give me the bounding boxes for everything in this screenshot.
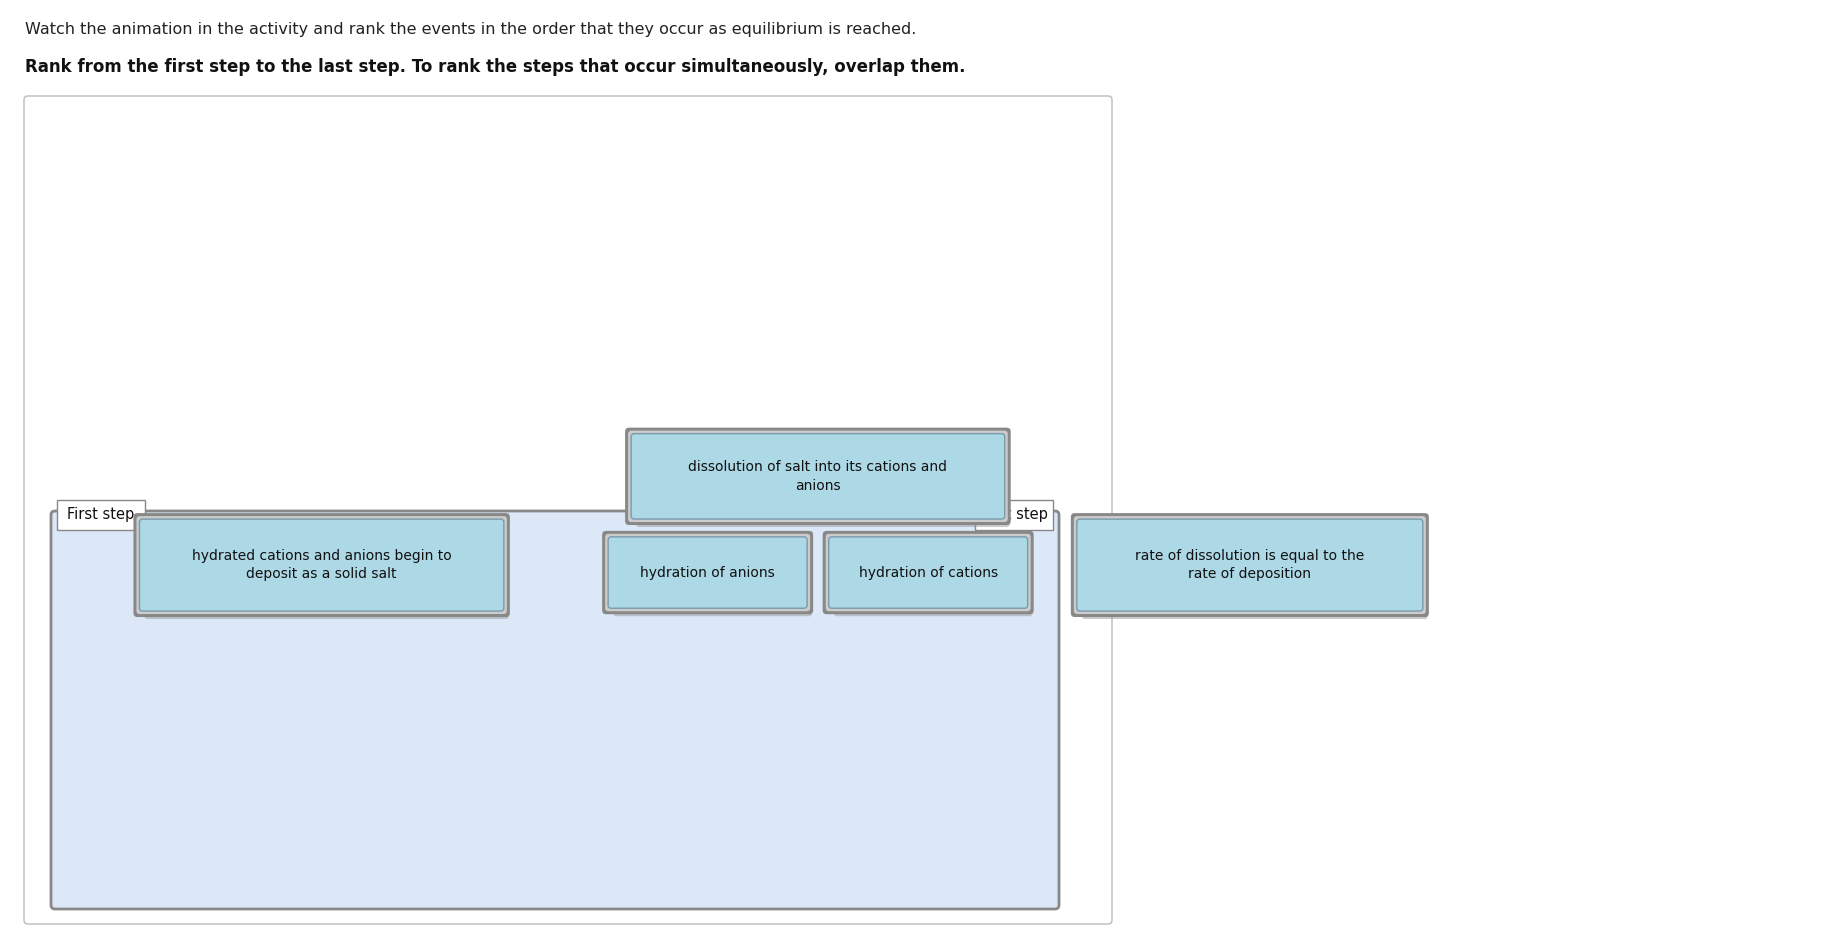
- Text: Watch the animation in the activity and rank the events in the order that they o: Watch the animation in the activity and …: [26, 22, 917, 37]
- Text: First step: First step: [68, 507, 134, 522]
- Text: hydration of anions: hydration of anions: [640, 566, 776, 579]
- FancyBboxPatch shape: [629, 431, 1007, 522]
- FancyBboxPatch shape: [608, 537, 807, 608]
- FancyBboxPatch shape: [829, 537, 1027, 608]
- Bar: [57, 500, 145, 530]
- Text: Last step: Last step: [980, 507, 1048, 522]
- Text: hydrated cations and anions begin to
deposit as a solid salt: hydrated cations and anions begin to dep…: [191, 549, 452, 581]
- FancyBboxPatch shape: [136, 517, 507, 614]
- FancyBboxPatch shape: [1083, 527, 1428, 619]
- FancyBboxPatch shape: [51, 511, 1059, 909]
- FancyBboxPatch shape: [1072, 513, 1428, 617]
- FancyBboxPatch shape: [605, 534, 811, 611]
- FancyBboxPatch shape: [625, 428, 1011, 525]
- Bar: [974, 500, 1053, 530]
- Text: Rank from the first step to the last step. To rank the steps that occur simultan: Rank from the first step to the last ste…: [26, 58, 965, 76]
- Text: rate of dissolution is equal to the
rate of deposition: rate of dissolution is equal to the rate…: [1136, 549, 1364, 581]
- FancyBboxPatch shape: [1073, 517, 1426, 614]
- FancyBboxPatch shape: [1077, 519, 1423, 611]
- Text: hydration of cations: hydration of cations: [858, 566, 998, 579]
- Text: dissolution of salt into its cations and
anions: dissolution of salt into its cations and…: [689, 460, 947, 492]
- FancyBboxPatch shape: [825, 534, 1031, 611]
- FancyBboxPatch shape: [603, 531, 812, 615]
- FancyBboxPatch shape: [630, 433, 1005, 519]
- FancyBboxPatch shape: [636, 442, 1009, 527]
- FancyBboxPatch shape: [134, 513, 509, 617]
- FancyBboxPatch shape: [834, 545, 1033, 616]
- FancyBboxPatch shape: [145, 527, 509, 619]
- FancyBboxPatch shape: [614, 545, 812, 616]
- FancyBboxPatch shape: [24, 96, 1112, 924]
- FancyBboxPatch shape: [823, 531, 1033, 615]
- FancyBboxPatch shape: [140, 519, 504, 611]
